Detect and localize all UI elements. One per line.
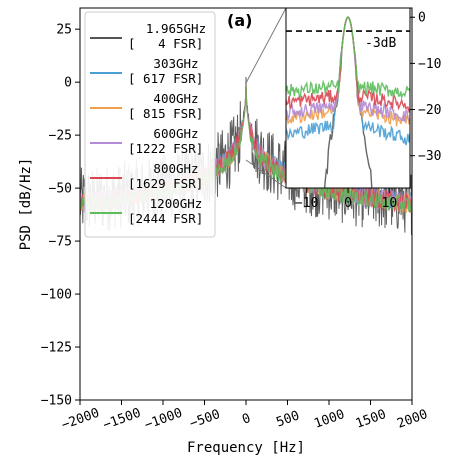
- inset-connector-top: [245, 7, 287, 84]
- legend-label-fsr: [ 4 FSR]: [128, 36, 203, 51]
- legend-label-fsr: [1629 FSR]: [128, 176, 203, 191]
- y-axis-ticks: 25 0 −25 −50 −75 −100 −125 −150: [41, 23, 80, 409]
- inset-connector-bottom: [245, 159, 287, 189]
- x-tick-label: −500: [188, 407, 223, 432]
- legend-label-fsr: [2444 FSR]: [128, 211, 203, 226]
- inset-x-tick-label: 10: [382, 196, 398, 211]
- legend-label-frequency: 800GHz: [153, 161, 198, 176]
- legend: 1.965GHz[ 4 FSR] 303GHz[ 617 FSR] 400GHz[ …: [84, 11, 216, 238]
- inset-chart: -3dB −10 0 10 0 −10 −20 −30: [285, 7, 441, 211]
- y-tick-label: 25: [56, 23, 72, 38]
- legend-box: [84, 11, 216, 238]
- y-tick-label: −100: [41, 288, 72, 303]
- y-tick-label: 0: [64, 76, 72, 91]
- minus-3db-label: -3dB: [365, 36, 396, 51]
- legend-label-fsr: [ 815 FSR]: [128, 106, 203, 121]
- legend-label-frequency: 1.965GHz: [146, 21, 206, 36]
- y-tick-label: −50: [49, 182, 72, 197]
- x-tick-label: 500: [274, 408, 301, 430]
- inset-y-tick-label: 0: [418, 11, 426, 26]
- inset-x-ticks: −10 0 10: [295, 188, 397, 211]
- inset-y-ticks: 0 −10 −20 −30: [410, 11, 441, 164]
- legend-label-frequency: 1200GHz: [150, 196, 203, 211]
- legend-label-fsr: [ 617 FSR]: [128, 71, 203, 86]
- x-tick-label: 1000: [312, 407, 347, 432]
- legend-label-frequency: 600GHz: [153, 126, 198, 141]
- y-tick-label: −25: [49, 129, 72, 144]
- x-tick-label: 0: [240, 411, 252, 428]
- inset-y-tick-label: −20: [418, 103, 441, 118]
- inset-plot-area: [286, 8, 410, 188]
- x-tick-label: −1500: [101, 406, 143, 433]
- legend-label-fsr: [1222 FSR]: [128, 141, 203, 156]
- legend-label-frequency: 400GHz: [153, 91, 198, 106]
- inset-x-tick-label: −10: [295, 196, 318, 211]
- x-axis-ticks: −2000 −1500 −1000 −500 0 500 1000 1500 2000: [60, 400, 430, 433]
- legend-label-frequency: 303GHz: [153, 56, 198, 71]
- panel-label: (a): [227, 11, 252, 30]
- y-tick-label: −125: [41, 341, 72, 356]
- inset-series-line: [286, 16, 410, 100]
- y-tick-label: −75: [49, 235, 72, 250]
- x-tick-label: −2000: [60, 406, 102, 433]
- y-tick-label: −150: [41, 394, 72, 409]
- inset-y-tick-label: −10: [418, 57, 441, 72]
- inset-x-tick-label: 0: [344, 196, 352, 211]
- inset-y-tick-label: −30: [418, 149, 441, 164]
- inset-series-group: [286, 16, 410, 188]
- x-tick-label: 1500: [354, 407, 389, 432]
- x-axis-label: Frequency [Hz]: [187, 440, 305, 456]
- x-tick-label: −1000: [143, 406, 185, 433]
- legend-items: 1.965GHz[ 4 FSR] 303GHz[ 617 FSR] 400GHz[ …: [90, 21, 206, 226]
- y-axis-label: PSD [dB/Hz]: [18, 158, 34, 251]
- x-tick-label: 2000: [395, 407, 430, 432]
